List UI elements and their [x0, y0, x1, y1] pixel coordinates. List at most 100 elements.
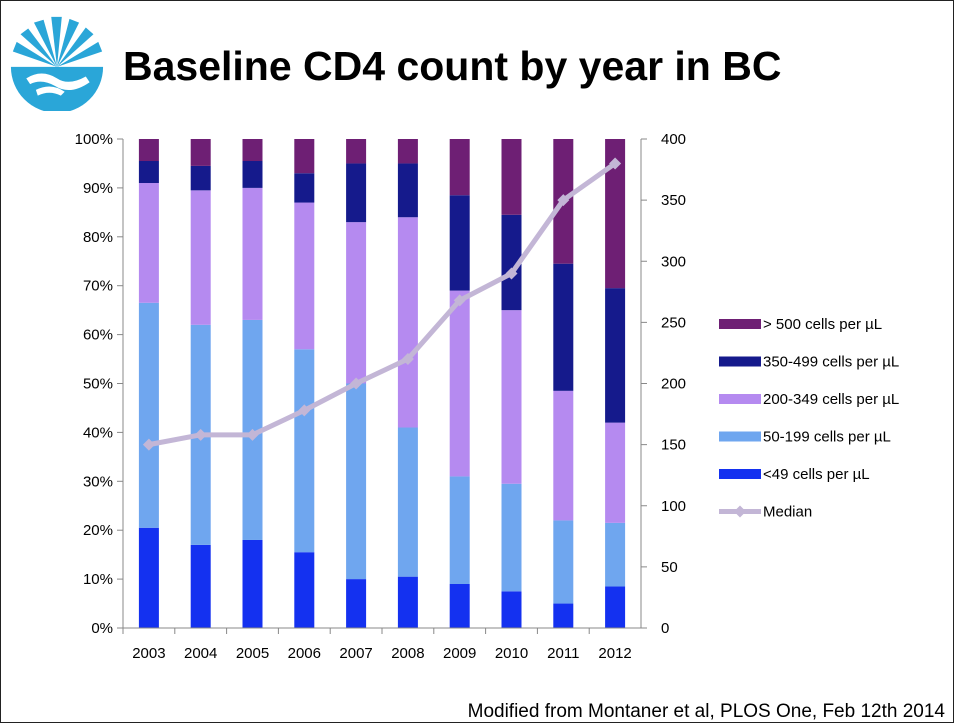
median-point-2007: [350, 377, 363, 390]
bar-segment-2003-s0: [138, 527, 159, 628]
bar-segment-2005-s3: [242, 161, 263, 188]
bar-segment-2004-s4: [190, 139, 211, 166]
median-point-2010: [505, 267, 518, 280]
median-point-2012: [609, 157, 622, 170]
right-tick-label: 350: [661, 192, 686, 209]
bar-segment-2009-s1: [449, 476, 470, 584]
bar-segment-2007-s4: [346, 139, 367, 164]
median-point-2005: [246, 428, 259, 441]
left-tick-label: 60%: [83, 327, 113, 344]
bar-segment-2003-s1: [138, 302, 159, 528]
right-tick-label: 50: [661, 559, 678, 576]
bar-segment-2011-s1: [553, 520, 574, 604]
median-line: [148, 161, 617, 448]
bar-segment-2012-s4: [605, 139, 626, 289]
bar-segment-2009-s2: [449, 290, 470, 477]
bar-segment-2008-s4: [397, 139, 418, 164]
bar-segment-2006-s3: [294, 173, 315, 203]
bar-segment-2006-s2: [294, 202, 315, 350]
x-tick-label-2009: 2009: [443, 645, 476, 662]
x-tick-label-2011: 2011: [547, 645, 579, 662]
bar-segment-2007-s2: [346, 222, 367, 384]
bar-segment-2010-s2: [501, 310, 522, 484]
median-line-group: [142, 157, 622, 451]
right-tick-label: 100: [661, 498, 686, 515]
x-tick-label-2003: 2003: [132, 645, 165, 662]
sun-handshake-logo-icon: [10, 16, 104, 111]
median-point-2009: [453, 294, 466, 307]
bar-segment-2010-s4: [501, 139, 522, 215]
bar-segment-2012-s0: [605, 586, 626, 628]
bar-segment-2004-s0: [190, 544, 211, 628]
bar-segment-2011-s2: [553, 390, 574, 521]
left-tick-label: 0%: [91, 620, 113, 637]
left-tick-label: 80%: [83, 229, 113, 246]
bar-segment-2003-s4: [138, 139, 159, 162]
bar-segment-2011-s3: [553, 263, 574, 391]
bar-segment-2009-s0: [449, 583, 470, 628]
bar-segment-2007-s0: [346, 579, 367, 628]
bar-segment-2006-s0: [294, 552, 315, 628]
median-point-2006: [298, 404, 311, 417]
sun-rays-icon: [12, 16, 103, 67]
bar-segment-2012-s1: [605, 522, 626, 587]
bar-segment-2012-s3: [605, 288, 626, 423]
bar-segment-2010-s1: [501, 483, 522, 592]
left-tick-label: 10%: [83, 571, 113, 588]
legend-label: Median: [763, 504, 812, 521]
x-tick-label-2010: 2010: [495, 645, 528, 662]
left-tick-label: 90%: [83, 180, 113, 197]
x-tick-label-2012: 2012: [598, 645, 631, 662]
right-tick-label: 150: [661, 437, 686, 454]
left-tick-label: 70%: [83, 278, 113, 295]
bar-segment-2006-s4: [294, 139, 315, 174]
bar-segment-2009-s3: [449, 195, 470, 291]
bar-segment-2008-s3: [397, 163, 418, 218]
legend-swatch: [719, 431, 761, 442]
left-tick-label: 20%: [83, 522, 113, 539]
legend: > 500 cells per µL 350-499 cells per µL 20…: [719, 316, 899, 521]
x-tick-label-2004: 2004: [184, 645, 217, 662]
left-tick-label: 50%: [83, 376, 113, 393]
median-point-2003: [142, 438, 155, 451]
median-point-2011: [557, 194, 570, 207]
x-tick-label-2005: 2005: [236, 645, 269, 662]
left-tick-label: 100%: [75, 131, 113, 148]
legend-label: <49 cells per µL: [763, 466, 870, 483]
right-tick-label: 300: [661, 253, 686, 270]
bar-segment-2008-s0: [397, 576, 418, 628]
legend-swatch: [719, 469, 761, 479]
right-tick-label: 400: [661, 131, 686, 148]
bar-segment-2011-s0: [553, 603, 574, 628]
left-tick-label: 40%: [83, 424, 113, 441]
bar-segment-2005-s0: [242, 539, 263, 628]
bar-segment-2010-s3: [501, 214, 522, 311]
bar-segment-2008-s1: [397, 427, 418, 577]
legend-label: 350-499 cells per µL: [763, 354, 899, 371]
bar-segment-2004-s3: [190, 165, 211, 191]
bar-segment-2003-s2: [138, 183, 159, 303]
cd4-stacked-bar-chart: 0% 10% 20% 30% 40% 50% 60% 70% 80% 90% 100% 0 50 100 1…: [75, 131, 900, 662]
right-tick-label: 250: [661, 314, 686, 331]
legend-marker-median: [734, 505, 746, 518]
bar-segment-2004-s2: [190, 190, 211, 325]
page-title: Baseline CD4 count by year in BC: [123, 43, 782, 89]
bar-segment-2007-s1: [346, 383, 367, 580]
legend-swatch: [719, 394, 761, 404]
x-tick-label-2008: 2008: [391, 645, 424, 662]
bar-segment-2007-s3: [346, 163, 367, 223]
right-tick-label: 0: [661, 620, 669, 637]
bar-segment-2005-s2: [242, 187, 263, 320]
legend-label: 50-199 cells per µL: [763, 429, 891, 446]
x-tick-label-2006: 2006: [288, 645, 321, 662]
bar-segment-2010-s0: [501, 591, 522, 628]
right-tick-label: 200: [661, 376, 686, 393]
legend-swatch: [719, 356, 761, 367]
bar-segment-2009-s4: [449, 139, 470, 196]
bar-segment-2012-s2: [605, 422, 626, 523]
left-tick-label: 30%: [83, 473, 113, 490]
bar-segment-2005-s4: [242, 139, 263, 162]
x-tick-label-2007: 2007: [339, 645, 372, 662]
median-point-2004: [194, 428, 207, 441]
